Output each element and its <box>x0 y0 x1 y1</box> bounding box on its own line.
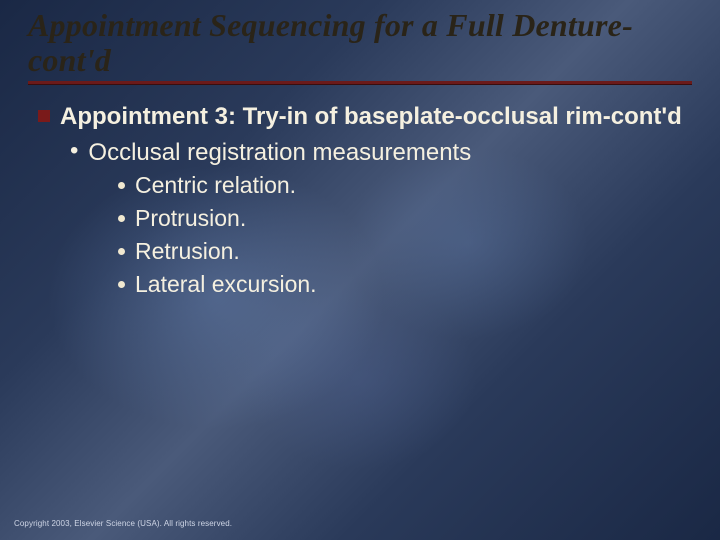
bullet-level3: Centric relation. <box>118 170 690 201</box>
title-block: Appointment Sequencing for a Full Dentur… <box>28 8 692 85</box>
dot-bullet-icon <box>118 248 125 255</box>
content-area: Appointment 3: Try‑in of baseplate‑occlu… <box>38 102 690 300</box>
disc-bullet-icon: • <box>70 137 78 166</box>
copyright-text: Copyright 2003, Elsevier Science (USA). … <box>14 519 232 528</box>
level3-text: Lateral excursion. <box>135 269 317 300</box>
dot-bullet-icon <box>118 215 125 222</box>
dot-bullet-icon <box>118 182 125 189</box>
bullet-level3: Protrusion. <box>118 203 690 234</box>
slide-title: Appointment Sequencing for a Full Dentur… <box>28 8 692 77</box>
level3-text: Centric relation. <box>135 170 296 201</box>
level1-text: Appointment 3: Try‑in of baseplate‑occlu… <box>60 102 682 133</box>
level3-text: Retrusion. <box>135 236 240 267</box>
bullet-level2: • Occlusal registration measurements <box>70 137 690 168</box>
square-bullet-icon <box>38 110 50 122</box>
title-underline <box>28 81 692 85</box>
bullet-level1: Appointment 3: Try‑in of baseplate‑occlu… <box>38 102 690 133</box>
level3-text: Protrusion. <box>135 203 246 234</box>
bullet-level3: Retrusion. <box>118 236 690 267</box>
slide: Appointment Sequencing for a Full Dentur… <box>0 0 720 540</box>
level2-text: Occlusal registration measurements <box>88 137 471 168</box>
dot-bullet-icon <box>118 281 125 288</box>
bullet-level3: Lateral excursion. <box>118 269 690 300</box>
